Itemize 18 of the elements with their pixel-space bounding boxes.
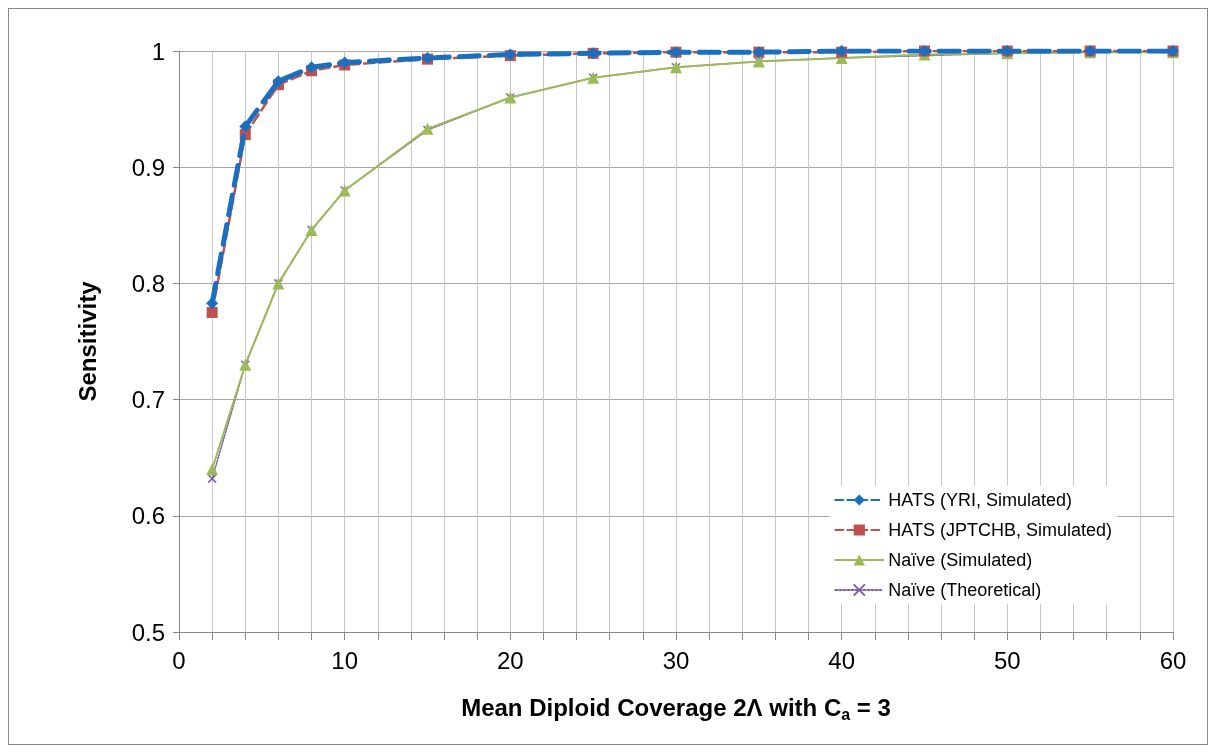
y-tick-label: 0.9: [131, 153, 165, 181]
y-tick-label: 1: [151, 37, 165, 65]
legend-label: HATS (JPTCHB, Simulated): [888, 520, 1113, 540]
y-tick-label: 0.7: [131, 386, 165, 414]
y-tick-label: 0.6: [131, 502, 165, 530]
y-tick-label: 0.8: [131, 269, 165, 297]
y-tick-label: 0.5: [131, 618, 165, 646]
x-tick-label: 40: [828, 646, 856, 674]
y-axis-title: Sensitivity: [73, 280, 101, 402]
x-tick-label: 30: [662, 646, 690, 674]
legend-label: Naïve (Theoretical): [888, 580, 1042, 600]
x-tick-label: 60: [1159, 646, 1187, 674]
x-tick-label: 0: [172, 646, 186, 674]
legend-label: HATS (YRI, Simulated): [888, 490, 1073, 510]
legend-label: Naïve (Simulated): [888, 550, 1033, 570]
x-tick-label: 10: [331, 646, 359, 674]
x-tick-label: 20: [496, 646, 524, 674]
x-tick-label: 50: [993, 646, 1021, 674]
